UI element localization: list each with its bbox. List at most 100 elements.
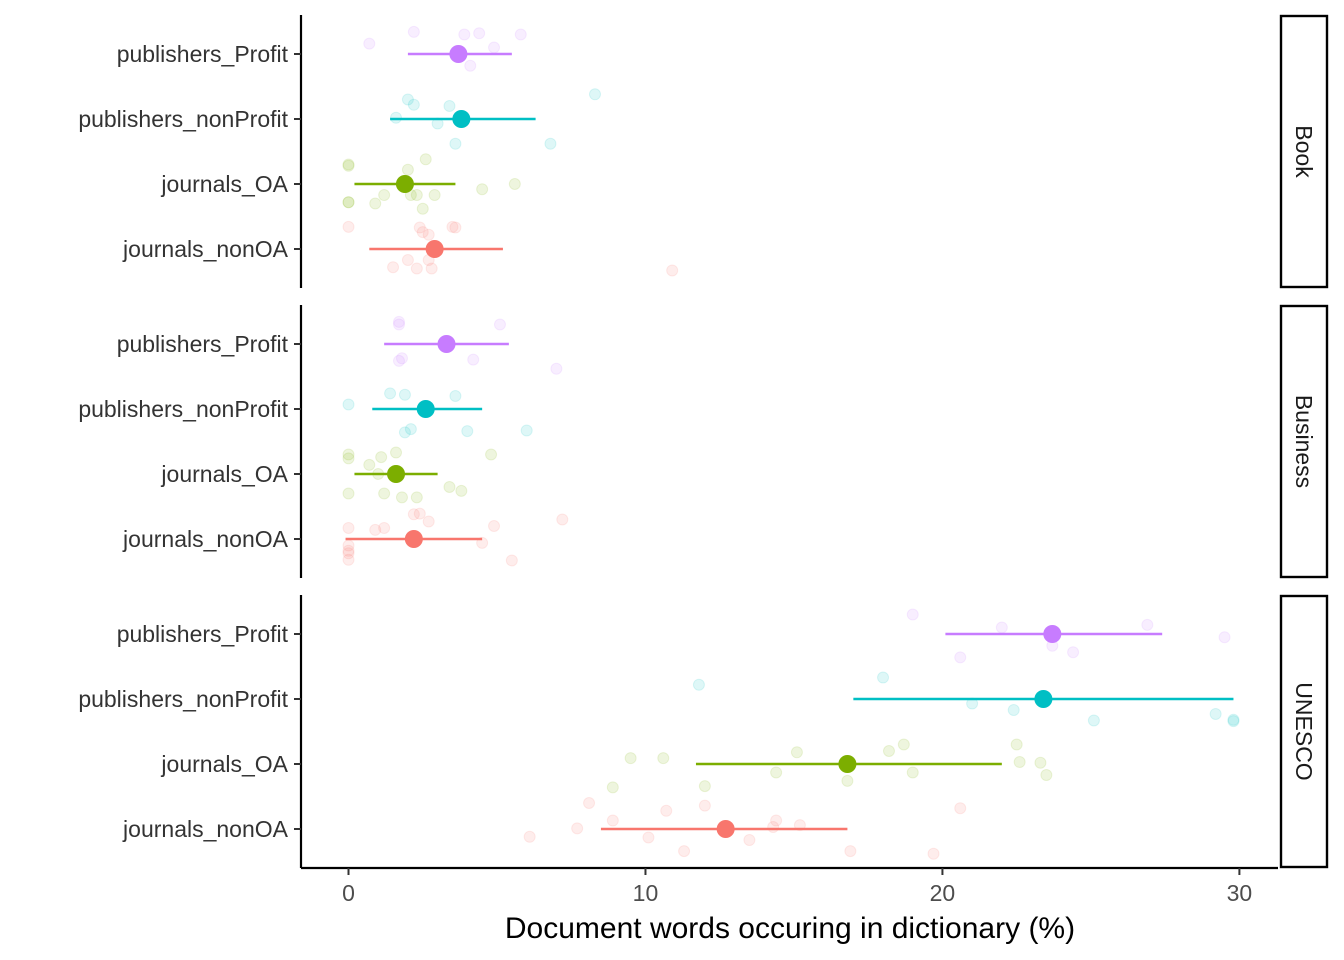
jitter-point [342, 159, 355, 172]
jitter-point [342, 196, 355, 209]
jitter-point [1034, 756, 1047, 769]
jitter-point [395, 491, 408, 504]
jitter-point [369, 523, 382, 536]
category-label-journals_OA: journals_OA [160, 461, 288, 487]
jitter-point [342, 553, 355, 566]
jitter-point [363, 37, 376, 50]
jitter-point [401, 93, 414, 106]
jitter-point [583, 797, 596, 809]
jitter-point [770, 814, 783, 827]
jitter-point [1040, 769, 1053, 782]
jitter-point [407, 508, 420, 521]
jitter-point [476, 183, 489, 196]
jitter-point [877, 671, 890, 684]
category-label-journals_nonOA: journals_nonOA [122, 816, 289, 842]
facet-label-business: Business [1291, 395, 1317, 488]
jitter-point [508, 178, 521, 190]
jitter-point [395, 352, 408, 365]
jitter-point [1227, 715, 1240, 728]
facet-strip [1279, 304, 1329, 579]
jitter-point [666, 264, 679, 277]
jitter-point [407, 98, 420, 111]
jitter-point [419, 153, 432, 166]
jitter-point [692, 678, 705, 691]
jitter-point [449, 390, 462, 402]
category-label-journals_nonOA: journals_nonOA [122, 236, 289, 262]
jitter-point [407, 25, 420, 38]
jitter-point [927, 847, 940, 860]
jitter-point [342, 521, 355, 534]
jitter-point [841, 774, 854, 787]
category-label-publishers_Profit: publishers_Profit [117, 41, 289, 67]
jitter-point [657, 752, 670, 765]
jitter-point [488, 520, 501, 532]
jitter-point [642, 831, 655, 844]
jitter-point [1227, 713, 1240, 726]
jitter-point [520, 424, 533, 437]
jitter-point [1067, 646, 1080, 659]
mean-point-journals_nonOA [404, 530, 423, 548]
jitter-point [446, 220, 459, 233]
jitter-point [455, 484, 468, 497]
jitter-point [410, 491, 423, 504]
jitter-point [954, 651, 967, 664]
jitter-point [342, 398, 355, 411]
mean-point-publishers_Profit [449, 45, 468, 63]
jitter-point [523, 830, 536, 843]
jitter-point [485, 448, 498, 461]
jitter-point [698, 799, 711, 812]
jitter-point [401, 254, 414, 267]
panel-business: publishers_Profit publishers_nonProfitjou… [78, 304, 1329, 579]
jitter-point [443, 100, 456, 112]
jitter-point [1141, 618, 1154, 631]
jitter-point [422, 228, 435, 241]
jitter-point [413, 221, 426, 234]
jitter-point [790, 746, 803, 759]
category-label-publishers_nonProfit: publishers_nonProfit [78, 106, 288, 132]
jitter-point [416, 202, 429, 215]
jitter-point [467, 353, 480, 366]
jitter-point [342, 487, 355, 500]
x-axis: 0 10 20 30 [301, 866, 1278, 906]
jitter-point [897, 738, 910, 751]
jitter-point [342, 547, 355, 560]
jitter-point [363, 458, 376, 471]
jitter-point [425, 262, 438, 275]
jitter-point [1209, 707, 1222, 720]
jitter-point [449, 221, 462, 234]
jitter-point [378, 487, 391, 500]
jitter-point [342, 448, 355, 461]
jitter-point [428, 189, 441, 202]
mean-point-publishers_nonProfit [1034, 690, 1053, 708]
mean-point-journals_nonOA [425, 240, 444, 258]
x-axis-title: Document words occuring in dictionary (%… [505, 912, 1075, 945]
jitter-point [375, 451, 388, 464]
mean-point-journals_nonOA [716, 820, 735, 838]
jitter-point [464, 59, 477, 72]
jitter-point [1218, 631, 1231, 644]
mean-point-journals_OA [838, 755, 857, 773]
x-tick-label: 0 [342, 880, 355, 906]
jitter-point [378, 189, 391, 202]
jitter-point [1087, 714, 1100, 727]
x-tick-label: 20 [930, 880, 956, 906]
jitter-point [390, 446, 403, 459]
x-tick-label: 10 [633, 880, 659, 906]
jitter-point [1007, 704, 1020, 717]
jitter-point [378, 521, 391, 534]
jitter-point [410, 189, 423, 202]
category-label-publishers_nonProfit: publishers_nonProfit [78, 396, 288, 422]
category-label-journals_OA: journals_OA [160, 751, 288, 777]
category-label-publishers_Profit: publishers_Profit [117, 621, 289, 647]
jitter-point [342, 158, 355, 171]
jitter-point [461, 425, 474, 438]
mean-point-journals_OA [395, 175, 414, 193]
mean-point-publishers_nonProfit [416, 400, 435, 418]
panel-book: publishers_Profit publishers_nonProfitjou… [78, 14, 1329, 289]
jitter-point [443, 481, 456, 493]
facet-label-unesco: UNESCO [1291, 682, 1317, 780]
mean-point-publishers_Profit [437, 335, 456, 353]
jitter-point [571, 822, 584, 835]
jitter-point [387, 261, 400, 274]
jitter-point [606, 781, 619, 794]
